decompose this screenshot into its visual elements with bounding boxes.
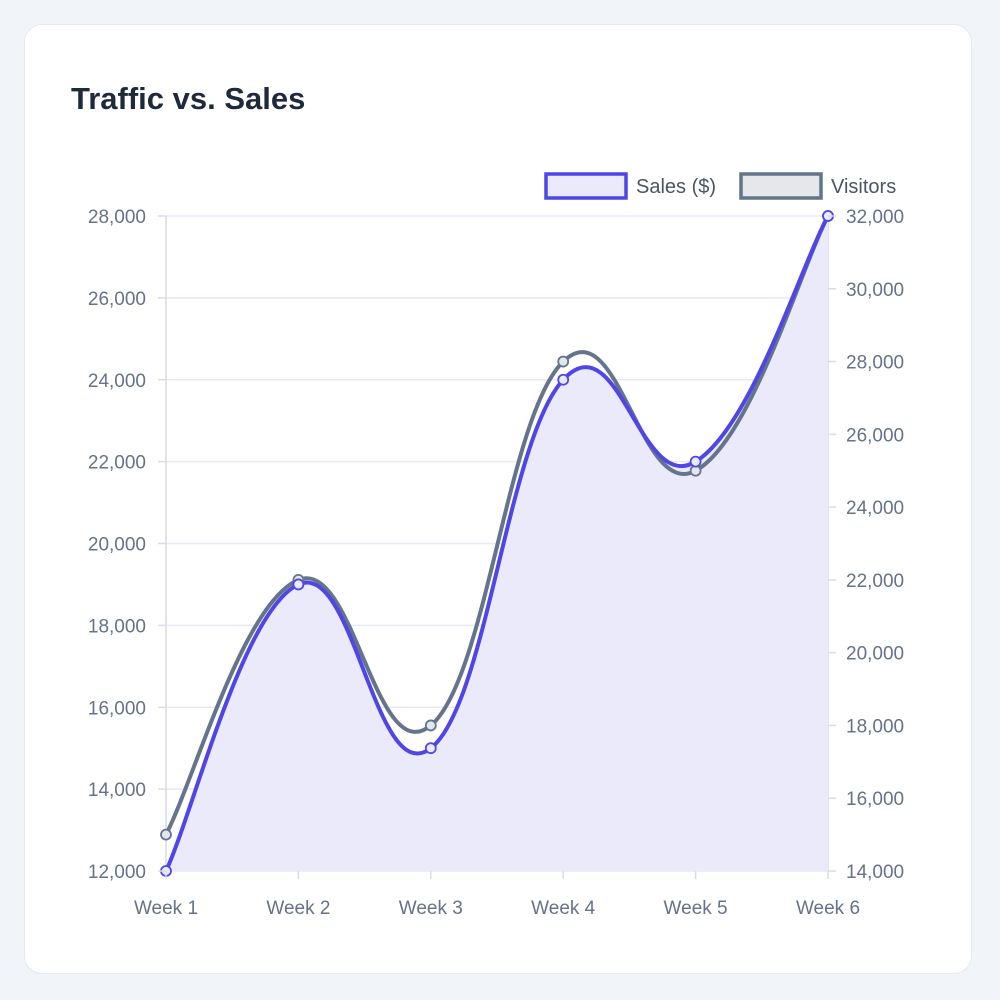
y-left-tick-label: 14,000: [88, 780, 146, 801]
y-right-tick-label: 30,000: [846, 280, 904, 301]
x-tick-label: Week 1: [134, 898, 198, 919]
sales-area: [166, 216, 828, 871]
visitors-point[interactable]: [424, 719, 437, 732]
x-tick-label: Week 6: [796, 898, 860, 919]
y-right-tick-label: 26,000: [846, 425, 904, 446]
sales-point[interactable]: [557, 373, 570, 386]
legend-swatch-visitors[interactable]: [739, 172, 823, 200]
sales-area-fill: [166, 216, 828, 871]
visitors-line: [164, 214, 830, 837]
sales-point[interactable]: [424, 742, 437, 755]
y-right-tick-label: 14,000: [846, 862, 904, 883]
sales-line: [164, 214, 830, 873]
x-tick-label: Week 4: [531, 898, 596, 919]
y-right-tick-label: 24,000: [846, 498, 904, 519]
y-right-tick-label: 18,000: [846, 716, 904, 737]
sales-point[interactable]: [689, 455, 702, 468]
series-lines: [164, 214, 830, 873]
y-left-tick-label: 26,000: [88, 289, 146, 310]
y-left-tick-label: 12,000: [88, 862, 146, 883]
legend-label-visitors[interactable]: Visitors: [831, 176, 896, 198]
y-right-tick-label: 22,000: [846, 571, 904, 592]
chart-title: Traffic vs. Sales: [71, 81, 306, 116]
x-tick-label: Week 2: [266, 898, 330, 919]
y-left-tick-label: 20,000: [88, 535, 146, 556]
visitors-point[interactable]: [557, 355, 570, 368]
data-points: [160, 210, 834, 877]
legend: Sales ($) Visitors: [544, 172, 896, 200]
y-left-tick-label: 22,000: [88, 453, 146, 474]
y-left-tick-label: 24,000: [88, 371, 146, 392]
y-right-tick-label: 16,000: [846, 789, 904, 810]
y-left-tick-label: 28,000: [88, 207, 146, 228]
y-left-tick-label: 16,000: [88, 698, 146, 719]
y-right-tick-label: 28,000: [846, 353, 904, 374]
sales-point[interactable]: [292, 578, 305, 591]
y-left-tick-label: 18,000: [88, 616, 146, 637]
x-tick-label: Week 5: [664, 898, 728, 919]
y-axis-right: 32,000 30,000 28,000 26,000 24,000 22,000 20,0…: [828, 207, 904, 883]
x-axis: Week 1 Week 2 Week 3 Week 4 Week 5 Week 6: [134, 871, 860, 919]
legend-label-sales[interactable]: Sales ($): [636, 176, 716, 198]
visitors-point[interactable]: [160, 828, 172, 841]
y-axis-left: 28,000 26,000 24,000 22,000 20,000 18,000 16,0…: [88, 207, 166, 883]
y-right-tick-label: 20,000: [846, 644, 904, 665]
y-right-tick-label: 32,000: [846, 207, 904, 228]
x-tick-label: Week 3: [399, 898, 463, 919]
legend-swatch-sales[interactable]: [544, 172, 628, 200]
